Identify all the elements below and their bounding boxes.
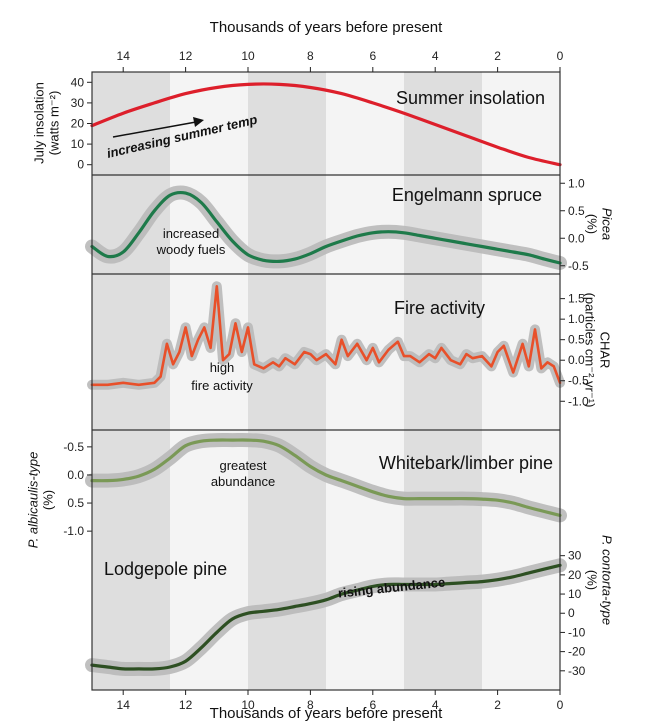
insolation-ytick-label-4: 0 <box>77 158 84 172</box>
whitebark-y-axis-label-line-1: (%) <box>40 490 55 510</box>
bottom-xtick-label-3: 8 <box>307 698 314 712</box>
lodgepole-panel-title: Lodgepole pine <box>104 559 227 579</box>
lodgepole-ytick-label-4: -10 <box>568 625 586 639</box>
grey-band-2 <box>404 72 482 690</box>
spruce-panel-title: Engelmann spruce <box>392 185 542 205</box>
fire-ytick-label-5: -1.0 <box>568 394 589 408</box>
insolation-y-axis-label-line-1: (watts m⁻²) <box>46 91 61 156</box>
fire-annotation-0: high <box>210 360 235 375</box>
plot-border <box>91 71 561 691</box>
insolation-ytick-label-0: 40 <box>71 75 85 89</box>
bottom-xtick-label-1: 12 <box>179 698 193 712</box>
top-xtick-label-4: 6 <box>369 49 376 63</box>
lodgepole-y-axis-label-line-0: P. contorta-type <box>600 535 615 625</box>
bottom-xtick-label-6: 2 <box>494 698 501 712</box>
whitebark-ytick-label-0: -0.5 <box>63 440 84 454</box>
fire-y-axis-label-line-0: CHAR <box>598 332 613 369</box>
fire-y-axis-label: CHAR(particles cm⁻² yr⁻¹) <box>583 293 613 408</box>
fire-ytick-label-2: 0.5 <box>568 333 585 347</box>
lodgepole-ytick-label-6: -30 <box>568 664 586 678</box>
top-xtick-label-6: 2 <box>494 49 501 63</box>
fire-ytick-label-0: 1.5 <box>568 292 585 306</box>
insolation-ytick-label-2: 20 <box>71 117 85 131</box>
spruce-ytick-label-3: -0.5 <box>568 259 589 273</box>
top-xtick-label-0: 14 <box>117 49 131 63</box>
lodgepole-y-axis-label-line-1: (%) <box>585 570 600 590</box>
bottom-xtick-label-0: 14 <box>117 698 131 712</box>
whitebark-ytick-label-3: -1.0 <box>63 524 84 538</box>
fire-panel-title: Fire activity <box>394 298 485 318</box>
top-xtick-label-7: 0 <box>557 49 564 63</box>
insolation-panel-title: Summer insolation <box>396 88 545 108</box>
fire-series-line-0 <box>90 285 562 387</box>
lodgepole-ytick-label-0: 30 <box>568 549 582 563</box>
spruce-ytick-label-2: 0.0 <box>568 231 585 245</box>
whitebark-annotation-1: abundance <box>211 474 275 489</box>
bottom-xtick-label-4: 6 <box>369 698 376 712</box>
panel-whitebark: -0.5 0.0 0.5 -1.0 P. albicaulis-type(%) White… <box>25 433 567 549</box>
chart-frame <box>91 71 561 691</box>
increasing-temp-arrow-shaft <box>112 121 197 138</box>
top-xtick-label-2: 10 <box>241 49 255 63</box>
whitebark-series-line-0 <box>90 438 562 517</box>
spruce-ytick-label-0: 1.0 <box>568 176 585 190</box>
top-xtick-label-3: 8 <box>307 49 314 63</box>
x-axes: 14 14 12 12 10 10 8 8 6 6 4 4 2 2 0 0 Thousands of years… <box>117 19 564 722</box>
spruce-ytick-label-1: 0.5 <box>568 204 585 218</box>
bottom-x-axis-title: Thousands of years before present <box>210 705 443 722</box>
fire-ytick-label-1: 1.0 <box>568 312 585 326</box>
whitebark-panel-title: Whitebark/limber pine <box>379 453 553 473</box>
top-xtick-label-5: 4 <box>432 49 439 63</box>
whitebark-ytick-label-1: 0.0 <box>67 468 84 482</box>
insolation-y-axis-label-line-0: July insolation <box>31 82 46 164</box>
bottom-xtick-label-7: 0 <box>557 698 564 712</box>
top-xtick-label-1: 12 <box>179 49 193 63</box>
lodgepole-ytick-label-1: 20 <box>568 568 582 582</box>
insolation-ytick-label-1: 30 <box>71 96 85 110</box>
insolation-series-line-0 <box>90 82 562 167</box>
spruce-annotation-0: increased <box>163 226 219 241</box>
spruce-series-line-0 <box>90 190 562 265</box>
spruce-y-axis-label: Picea(%) <box>585 208 615 241</box>
lodgepole-ytick-label-3: 0 <box>568 606 575 620</box>
whitebark-y-axis-label-line-0: P. albicaulis-type <box>25 452 40 549</box>
insolation-y-axis-label: July insolation(watts m⁻²) <box>31 82 61 164</box>
fire-y-axis-label-line-1: (particles cm⁻² yr⁻¹) <box>583 293 598 408</box>
chart-panels: 40 30 20 10 0 July insolation(watts m⁻²) Summe… <box>25 75 614 678</box>
whitebark-ytick-label-2: 0.5 <box>67 496 84 510</box>
whitebark-annotation-0: greatest <box>220 458 267 473</box>
lodgepole-ytick-label-5: -20 <box>568 645 586 659</box>
fire-ytick-label-3: 0.0 <box>568 353 585 367</box>
fire-annotation-1: fire activity <box>191 378 253 393</box>
spruce-annotation-1: woody fuels <box>156 242 226 257</box>
increasing-temp-arrow-head <box>193 117 204 127</box>
bottom-xtick-label-5: 4 <box>432 698 439 712</box>
lodgepole-y-axis-label: P. contorta-type(%) <box>585 535 615 625</box>
top-x-axis-title: Thousands of years before present <box>210 19 443 36</box>
whitebark-y-axis-label: P. albicaulis-type(%) <box>25 452 55 549</box>
lodgepole-ytick-label-2: 10 <box>568 587 582 601</box>
spruce-y-axis-label-line-0: Picea <box>600 208 615 241</box>
spruce-y-axis-label-line-1: (%) <box>585 214 600 234</box>
bottom-xtick-label-2: 10 <box>241 698 255 712</box>
insolation-ytick-label-3: 10 <box>71 137 85 151</box>
panel-spruce: 1.0 0.5 0.0 -0.5 Picea(%) Engelmann spruce inc… <box>85 176 615 273</box>
lodgepole-series-line-0 <box>90 563 562 671</box>
fire-ytick-label-4: -0.5 <box>568 374 589 388</box>
